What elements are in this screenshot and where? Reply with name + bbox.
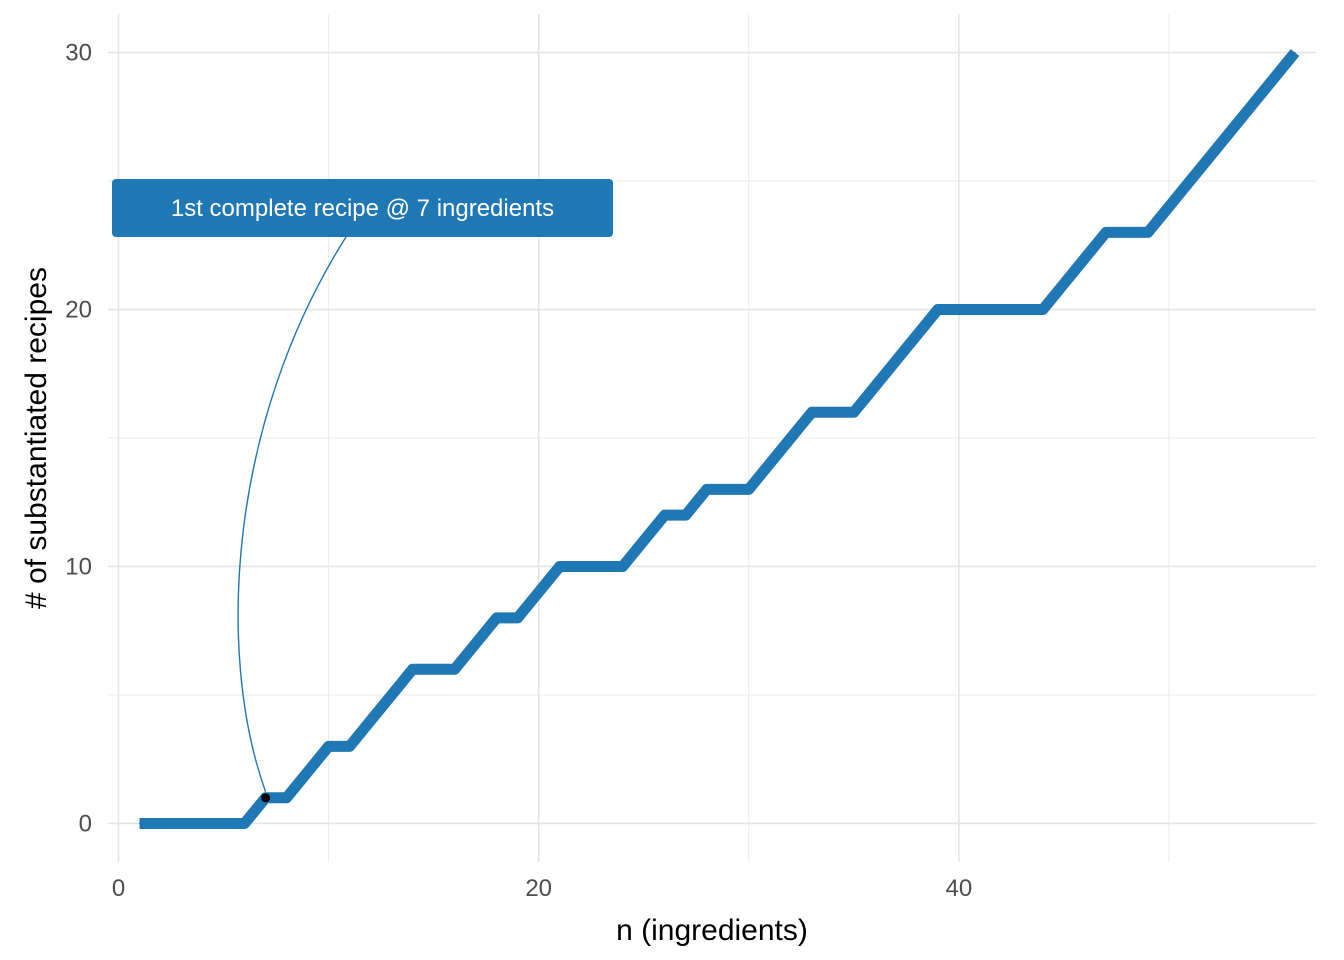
data-point [1210, 154, 1212, 156]
x-axis-title: n (ingredients) [616, 914, 808, 947]
data-point [1084, 257, 1086, 259]
data-point [811, 411, 813, 413]
data-point [1294, 51, 1296, 54]
data-point [832, 411, 834, 413]
data-point [1063, 283, 1065, 285]
data-point [475, 642, 477, 645]
data-point [1168, 206, 1170, 208]
data-point [1231, 129, 1233, 131]
y-tick-label: 10 [65, 553, 92, 580]
data-point [727, 488, 729, 490]
grid-minor-lines [108, 14, 1316, 862]
data-point [1000, 308, 1002, 311]
data-point [412, 668, 414, 670]
data-point [916, 334, 918, 336]
data-point [769, 463, 771, 465]
data-point [1273, 77, 1275, 79]
data-point [853, 411, 855, 413]
data-point [895, 360, 897, 362]
data-point [391, 694, 393, 696]
data-point [706, 488, 708, 490]
tick-labels: 0 20 40 0 10 20 30 [65, 40, 972, 902]
data-point [979, 308, 981, 311]
data-point [306, 771, 309, 773]
data-point [958, 308, 960, 311]
data-point [1042, 308, 1044, 311]
data-point [433, 668, 435, 670]
series-layer [138, 49, 1300, 829]
data-point [643, 540, 645, 542]
y-tick-label: 0 [79, 810, 92, 837]
data-point [664, 514, 666, 516]
x-tick-label: 20 [525, 875, 552, 902]
x-tick-label: 0 [112, 875, 125, 902]
data-point [454, 668, 456, 670]
data-point [622, 565, 624, 568]
data-point [201, 822, 204, 825]
grid-major-lines [108, 14, 1316, 862]
y-tick-label: 30 [65, 40, 92, 67]
y-tick-label: 20 [65, 297, 92, 324]
data-point [496, 617, 498, 619]
data-point [1252, 103, 1254, 105]
y-axis-title: # of substantiated recipes [20, 267, 53, 609]
annotation-box [112, 179, 613, 237]
data-point [159, 822, 162, 825]
data-point [285, 797, 288, 799]
data-point [1147, 231, 1149, 234]
data-point [790, 437, 792, 439]
data-point [1126, 231, 1128, 234]
annotation-point [261, 793, 271, 803]
data-point [1105, 231, 1107, 234]
x-tick-label: 40 [946, 875, 973, 902]
data-point [748, 488, 750, 490]
data-point [517, 617, 519, 619]
data-point [243, 822, 246, 825]
data-point [559, 565, 561, 568]
annotation: 1st complete recipe @ 7 ingredients [112, 179, 613, 803]
annotation-connector [237, 236, 347, 792]
data-point [937, 308, 939, 311]
data-point [601, 565, 603, 568]
data-point [222, 822, 225, 825]
data-point [685, 514, 687, 516]
data-point [538, 591, 540, 593]
data-point [138, 822, 141, 825]
data-point [580, 565, 582, 568]
data-point [349, 745, 351, 747]
annotation-label: 1st complete recipe @ 7 ingredients [171, 195, 554, 222]
data-point [180, 822, 183, 825]
data-point [1189, 180, 1191, 182]
data-point [327, 745, 330, 747]
data-point [1021, 308, 1023, 311]
data-point [370, 720, 372, 722]
series-line [139, 49, 1300, 829]
data-point [874, 386, 876, 388]
